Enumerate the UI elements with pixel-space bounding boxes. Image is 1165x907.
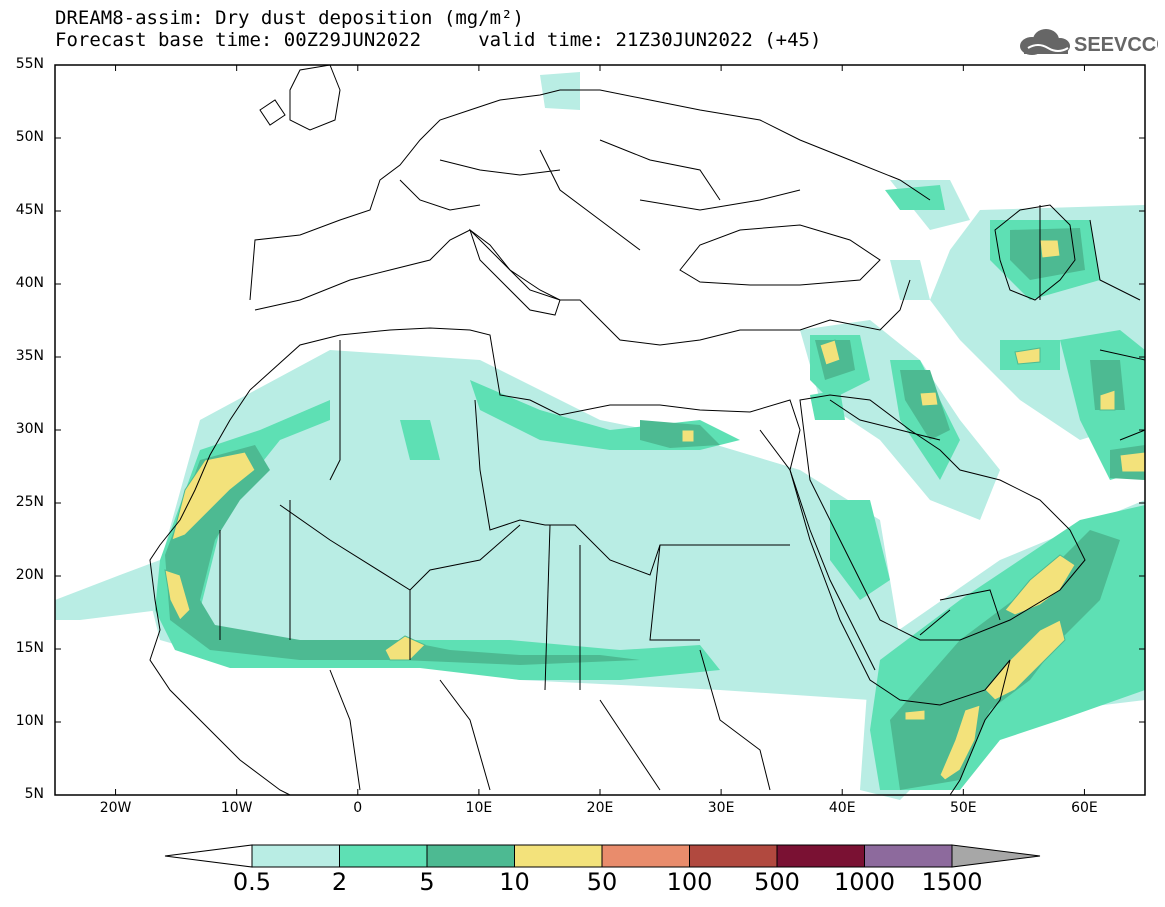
longitude-tick-label: 40E	[828, 800, 856, 816]
colorbar-segment	[689, 844, 778, 868]
logo-text: SEEVCCC	[1074, 34, 1158, 56]
forecast-time-subtitle: Forecast base time: 00Z29JUN2022 valid t…	[55, 29, 822, 51]
colorbar-tick-label: 1000	[833, 868, 896, 896]
colorbar-tick-label: 100	[666, 868, 713, 896]
longitude-tick-label: 50E	[949, 800, 977, 816]
colorbar-segment	[426, 844, 515, 868]
latitude-tick-label: 30N	[15, 421, 44, 437]
longitude-tick-label: 60E	[1071, 800, 1098, 816]
longitude-tick-label: 20E	[586, 800, 614, 816]
latitude-tick-label: 45N	[15, 202, 44, 218]
colorbar-tick-label: 500	[754, 868, 800, 896]
colorbar-tick-label: 2	[331, 868, 348, 896]
colorbar-segment	[601, 844, 690, 868]
latitude-tick-label: 5N	[24, 786, 44, 802]
colorbar-segment	[514, 844, 603, 868]
colorbar-tick-label: 50	[586, 868, 618, 896]
latitude-tick-label: 10N	[15, 713, 44, 729]
latitude-tick-label: 35N	[15, 348, 44, 364]
colorbar-segment	[776, 844, 865, 868]
colorbar-segment	[339, 844, 428, 868]
map-title: DREAM8-assim: Dry dust deposition (mg/m²…	[55, 7, 524, 29]
longitude-tick-label: 30E	[707, 800, 735, 816]
colorbar-segment	[864, 844, 953, 868]
colorbar-min-arrow	[164, 844, 253, 868]
colorbar-tick-label: 10	[499, 868, 530, 896]
colorbar-max-arrow	[951, 844, 1041, 868]
latitude-tick-label: 15N	[15, 640, 44, 656]
latitude-tick-label: 55N	[15, 56, 44, 72]
latitude-tick-label: 20N	[15, 567, 44, 583]
colorbar-tick-label: 5	[419, 868, 435, 896]
longitude-tick-label: 0	[353, 800, 363, 816]
coastlines-and-borders	[149, 64, 1146, 796]
longitude-tick-label: 20W	[99, 800, 132, 816]
latitude-tick-label: 40N	[15, 275, 44, 291]
colorbar-tick-label: 1500	[921, 868, 983, 896]
cloud-icon	[1020, 29, 1070, 55]
dust-deposition-layer	[55, 72, 1146, 800]
longitude-tick-label: 10W	[220, 800, 253, 816]
longitude-tick-label: 10E	[465, 800, 493, 816]
colorbar-tick-label: 0.5	[232, 868, 272, 896]
latitude-tick-label: 50N	[15, 129, 44, 145]
latitude-tick-label: 25N	[15, 494, 44, 510]
colorbar-segment	[251, 844, 340, 868]
seevccc-logo: SEEVCCC	[1020, 29, 1158, 56]
